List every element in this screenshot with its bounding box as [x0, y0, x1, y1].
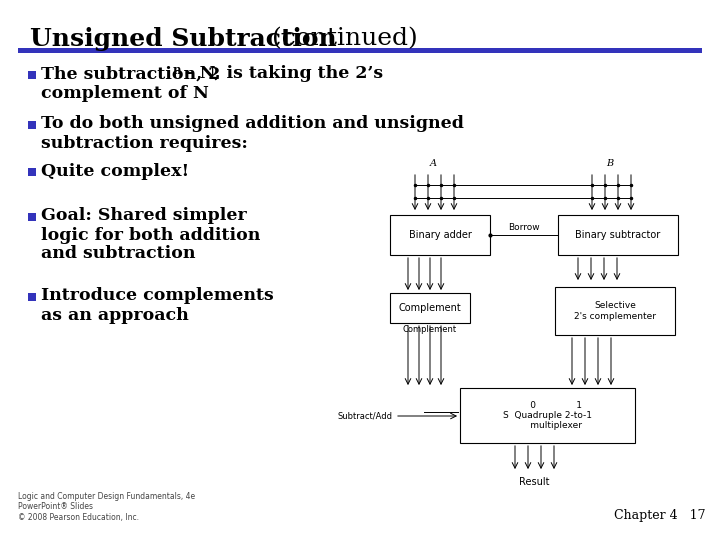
Text: n: n: [173, 64, 181, 77]
Text: – N, is taking the 2’s: – N, is taking the 2’s: [179, 65, 383, 83]
Text: complement of N: complement of N: [41, 84, 209, 102]
Text: B: B: [606, 159, 613, 168]
Bar: [28, 168, 36, 176]
Text: Selective
2's complementer: Selective 2's complementer: [574, 301, 656, 321]
Text: Binary subtractor: Binary subtractor: [575, 230, 661, 240]
Text: Introduce complements: Introduce complements: [41, 287, 274, 305]
Text: Borrow: Borrow: [508, 223, 540, 232]
Text: (continued): (continued): [264, 27, 418, 50]
Text: subtraction requires:: subtraction requires:: [41, 134, 248, 152]
Bar: [28, 71, 36, 79]
Text: A: A: [430, 159, 436, 168]
Text: Quite complex!: Quite complex!: [41, 163, 189, 179]
Text: 0              1
S  Quadruple 2-to-1
      multiplexer: 0 1 S Quadruple 2-to-1 multiplexer: [503, 401, 592, 430]
Text: Result: Result: [518, 477, 549, 487]
Text: Logic and Computer Design Fundamentals, 4e
PowerPoint® Slides
© 2008 Pearson Edu: Logic and Computer Design Fundamentals, …: [18, 492, 195, 522]
Bar: [460, 388, 635, 443]
Bar: [390, 215, 490, 255]
Text: and subtraction: and subtraction: [41, 246, 196, 262]
Text: logic for both addition: logic for both addition: [41, 226, 261, 244]
Text: Complement: Complement: [403, 325, 457, 334]
Text: To do both unsigned addition and unsigned: To do both unsigned addition and unsigne…: [41, 116, 464, 132]
Bar: [28, 121, 36, 129]
Text: The subtraction, 2: The subtraction, 2: [41, 65, 220, 83]
Text: Subtract/Add: Subtract/Add: [337, 411, 392, 421]
Text: Chapter 4   17: Chapter 4 17: [613, 509, 705, 522]
Bar: [28, 293, 36, 301]
Bar: [555, 287, 675, 335]
Text: Goal: Shared simpler: Goal: Shared simpler: [41, 207, 247, 225]
Bar: [558, 215, 678, 255]
Text: Complement: Complement: [399, 303, 462, 313]
Text: as an approach: as an approach: [41, 307, 189, 323]
Bar: [18, 48, 702, 53]
Bar: [390, 293, 470, 323]
Text: Unsigned Subtraction: Unsigned Subtraction: [30, 27, 337, 51]
Bar: [28, 213, 36, 221]
Text: Binary adder: Binary adder: [408, 230, 472, 240]
